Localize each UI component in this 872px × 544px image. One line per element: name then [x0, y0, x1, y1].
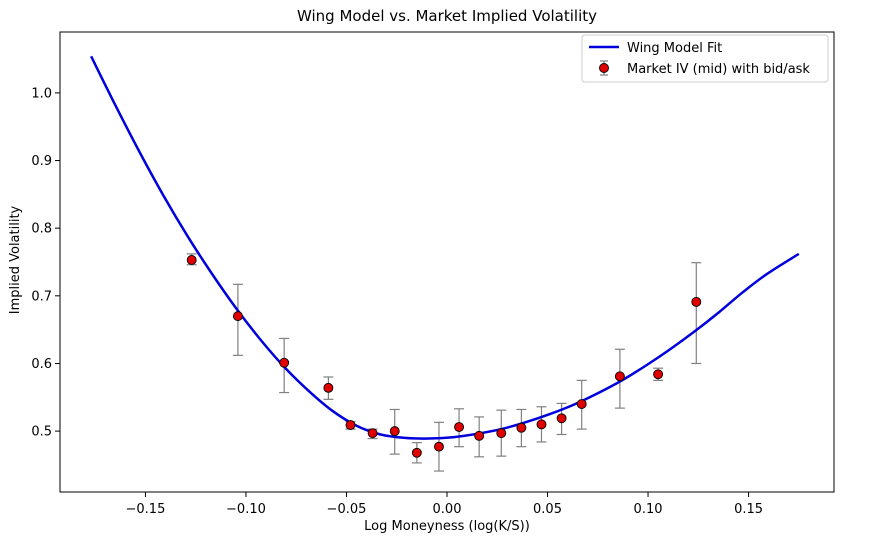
y-tick-label: 0.6 [31, 357, 52, 372]
x-axis-label: Log Moneyness (log(K/S)) [364, 519, 530, 534]
x-tick-label: 0.05 [533, 502, 562, 517]
wing-model-fit-line [90, 55, 800, 440]
x-axis: −0.15 −0.10 −0.05 0.00 0.05 0.10 0.15 [126, 492, 763, 517]
y-tick-label: 0.7 [31, 289, 52, 304]
x-tick-label: 0.15 [734, 502, 763, 517]
legend: Wing Model Fit Market IV (mid) with bid/… [581, 34, 829, 83]
market-iv-point [454, 422, 465, 433]
y-tick-label: 0.8 [31, 222, 52, 237]
market-iv-point [389, 426, 400, 437]
legend-box [581, 34, 829, 83]
y-tick-label: 0.5 [31, 425, 52, 440]
market-iv-markers [186, 255, 702, 458]
market-iv-point [614, 371, 625, 382]
legend-marker-swatch [599, 63, 609, 73]
legend-label-market: Market IV (mid) with bid/ask [627, 62, 810, 77]
legend-label-fit: Wing Model Fit [627, 41, 722, 56]
market-iv-point [411, 447, 422, 458]
market-iv-point [186, 255, 197, 265]
market-iv-point [691, 296, 702, 307]
y-tick-label: 0.9 [31, 154, 52, 169]
x-tick-label: −0.10 [226, 502, 266, 517]
market-iv-point [279, 357, 290, 368]
plot-area [60, 32, 834, 492]
market-iv-point [323, 382, 334, 393]
market-iv-point [653, 369, 664, 380]
x-tick-label: 0.00 [433, 502, 462, 517]
market-iv-point [496, 428, 507, 439]
market-iv-point [516, 422, 527, 433]
y-axis-label: Implied Volatility [8, 205, 23, 314]
x-tick-label: 0.10 [634, 502, 663, 517]
market-iv-point [367, 428, 378, 439]
market-iv-point [536, 419, 547, 430]
market-iv-point [474, 430, 485, 441]
market-iv-point [576, 399, 587, 410]
y-tick-label: 1.0 [31, 86, 52, 101]
market-iv-point [434, 441, 444, 452]
x-tick-label: −0.05 [327, 502, 367, 517]
x-tick-label: −0.15 [126, 502, 166, 517]
market-iv-point [232, 311, 243, 322]
market-iv-point [556, 413, 567, 424]
plot-frame [59, 31, 835, 493]
chart-title: Wing Model vs. Market Implied Volatility [297, 7, 597, 25]
market-iv-point [345, 420, 356, 430]
y-axis: 0.5 0.6 0.7 0.8 0.9 1.0 [31, 86, 60, 440]
